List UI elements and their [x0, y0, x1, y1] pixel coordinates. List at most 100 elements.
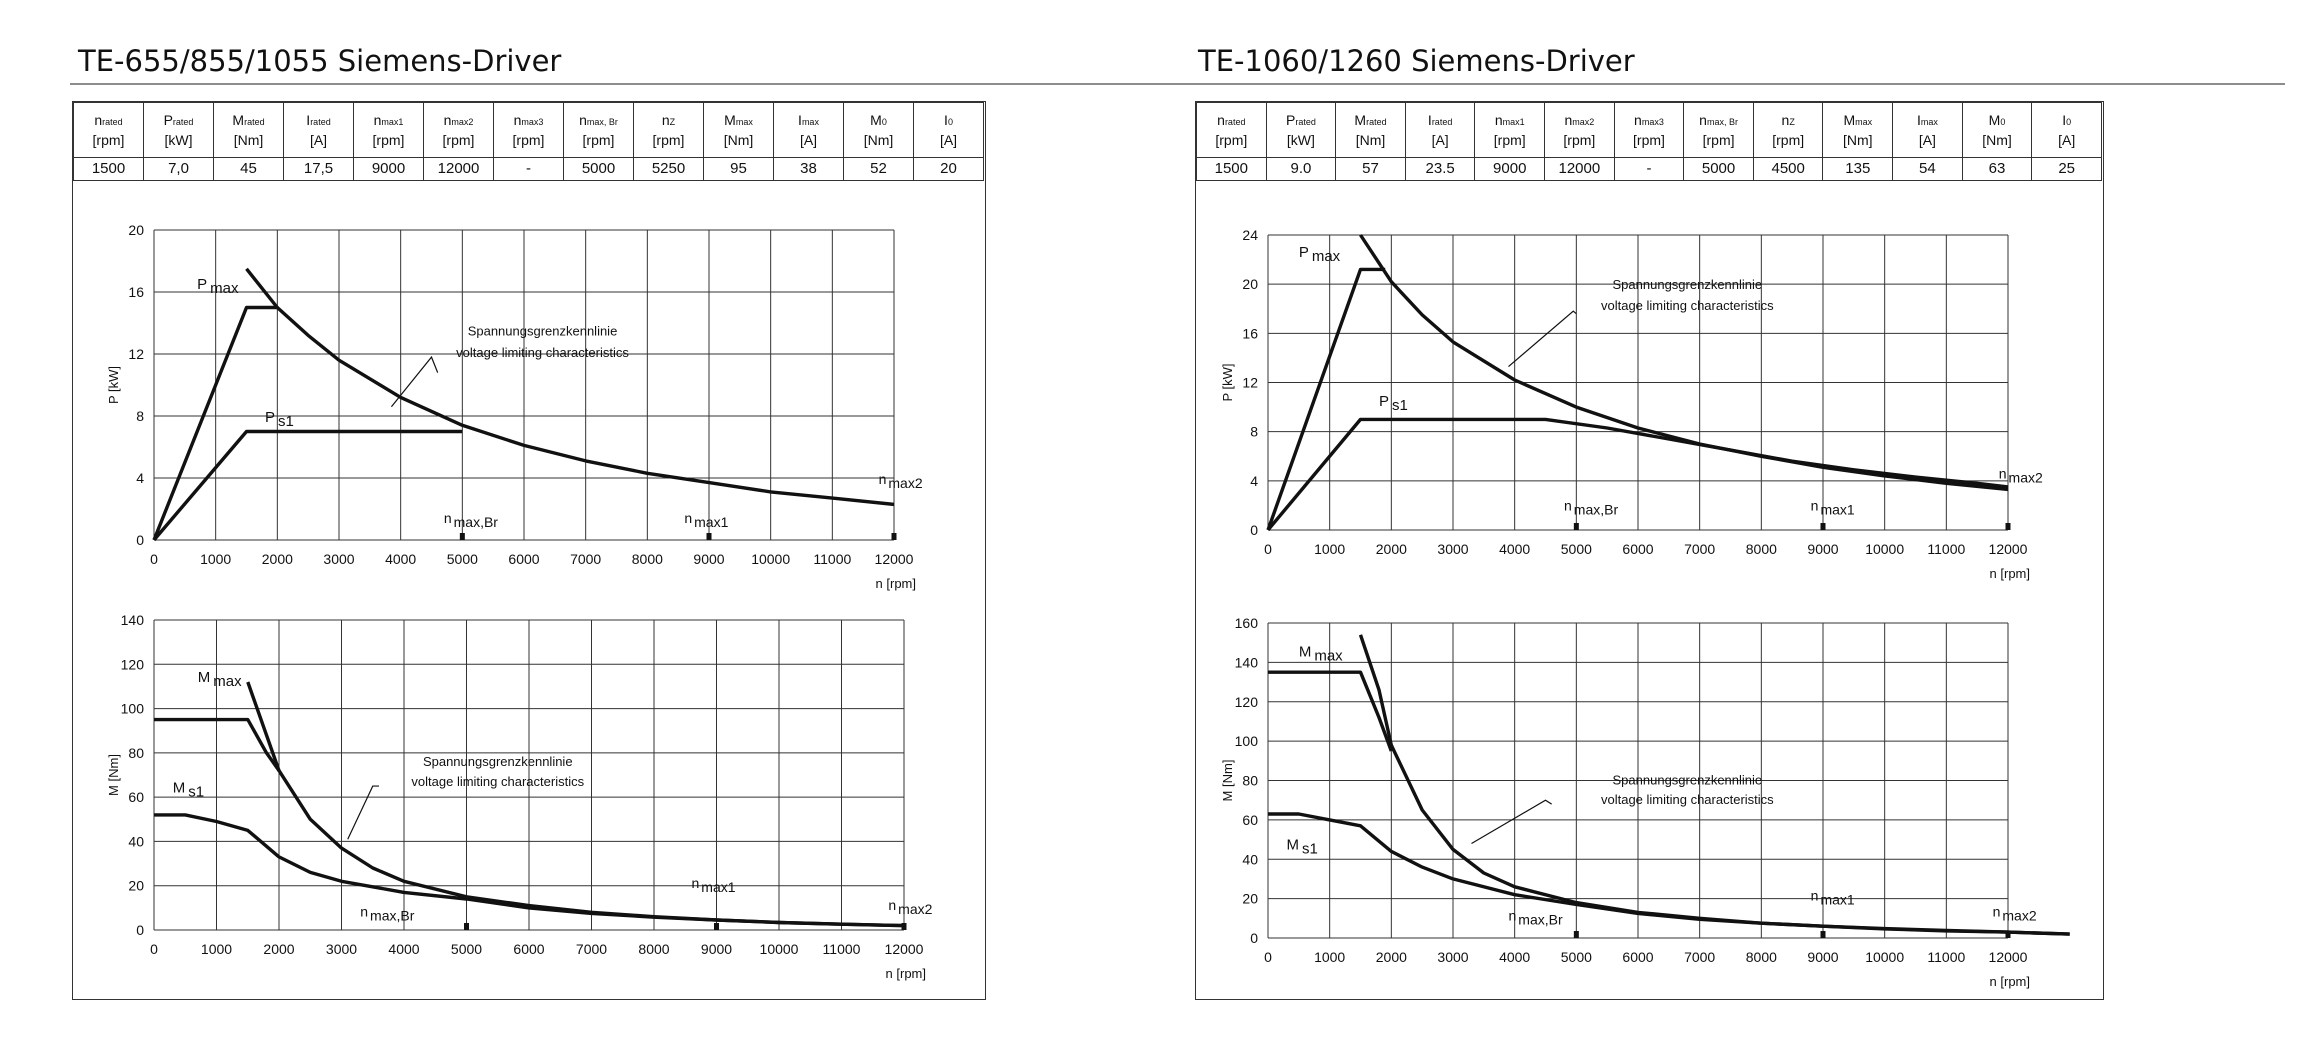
- x-tick-label: 4000: [1499, 541, 1530, 557]
- spec-value-cell: 1500: [1196, 157, 1267, 181]
- spec-header-symbol: I: [798, 111, 802, 128]
- series-label-symbol: M: [173, 780, 186, 797]
- series-line-m-max: [1268, 670, 1393, 752]
- rpm-limit-label: n max1: [684, 510, 728, 530]
- spec-header-unit: [Nm]: [863, 132, 894, 148]
- spec-header-symbol: n: [661, 111, 670, 128]
- spec-header-subscript: rated: [1295, 116, 1316, 127]
- spec-header-subscript: Z: [1789, 116, 1795, 127]
- spec-header-unit: [rpm]: [1633, 132, 1665, 148]
- rpm-limit-marker: [1820, 931, 1826, 938]
- spec-header-subscript: max2: [1572, 116, 1595, 127]
- annotation-voltage-limit-de: Spannungsgrenzkennlinie: [1613, 277, 1763, 292]
- rpm-limit-marker: [464, 923, 469, 930]
- title-rule: [70, 83, 1160, 85]
- x-tick-label: 2000: [1376, 949, 1407, 965]
- spec-header-symbol: I: [306, 111, 311, 128]
- y-tick-label: 120: [121, 656, 145, 672]
- series-line-p-max: [152, 305, 278, 541]
- x-tick-label: 9000: [1807, 949, 1838, 965]
- spec-header-unit: [A]: [1431, 132, 1449, 148]
- y-tick-label: 160: [1235, 615, 1259, 631]
- spec-value-cell: 95: [703, 157, 774, 181]
- rpm-limit-symbol: n: [684, 510, 692, 526]
- y-tick-label: 16: [128, 284, 144, 300]
- rpm-limit-subscript: max1: [701, 879, 735, 895]
- rpm-limit-marker: [1573, 523, 1579, 530]
- spec-table-te1060: nrated [rpm] Prated [kW] Mrated [Nm] Irated [A]…: [1196, 102, 2102, 181]
- y-tick-label: 4: [1250, 473, 1258, 489]
- y-tick-label: 40: [128, 833, 144, 849]
- spec-header-subscript: rated: [172, 116, 194, 127]
- annotation-leader-line: [347, 785, 379, 840]
- rpm-limit-marker: [2005, 523, 2011, 530]
- spec-value-cell: 7,0: [143, 157, 214, 181]
- spec-header-subscript: max: [735, 116, 753, 127]
- x-tick-label: 5000: [1561, 541, 1592, 557]
- y-axis-label: M [Nm]: [106, 754, 121, 796]
- series-label-subscript: s1: [278, 413, 294, 430]
- spec-header-cell: Prated [kW]: [143, 102, 214, 158]
- spec-header-cell: Mmax [Nm]: [1822, 102, 1894, 158]
- annotation-leader-line: [1471, 799, 1552, 845]
- annotation-voltage-limit-en: voltage limiting characteristics: [1601, 298, 1774, 313]
- rpm-limit-label: n max2: [879, 471, 923, 491]
- spec-header-cell: nmax, Br [rpm]: [1683, 102, 1754, 158]
- annotation-voltage-limit-en: voltage limiting characteristics: [456, 345, 629, 360]
- y-axis-label: M [Nm]: [1220, 760, 1235, 802]
- spec-header-cell: M0 [Nm]: [843, 102, 914, 158]
- x-axis-label: n [rpm]: [876, 576, 916, 591]
- x-tick-label: 5000: [1561, 949, 1592, 965]
- x-tick-label: 10000: [1865, 949, 1904, 965]
- series-line-spannungsgrenzkennlinie-voltage: [1358, 634, 2070, 936]
- rpm-limit-subscript: max2: [2002, 907, 2036, 923]
- x-tick-label: 2000: [263, 941, 294, 957]
- torque-chart-te1060: 0 1000 2000 3000 4000 5000 6000 7000 8000 9000 100…: [1220, 615, 2070, 989]
- spec-header-cell: Imax [A]: [773, 102, 844, 158]
- rpm-limit-subscript: max2: [888, 475, 922, 491]
- series-label-subscript: s1: [1302, 840, 1318, 857]
- annotation-voltage-limit-de: Spannungsgrenzkennlinie: [468, 323, 618, 338]
- spec-header-cell: Imax [A]: [1892, 102, 1963, 158]
- y-tick-label: 60: [128, 789, 144, 805]
- y-tick-label: 0: [136, 922, 144, 938]
- spec-value-cell: -: [493, 157, 564, 181]
- spec-header-symbol: n: [513, 111, 522, 128]
- y-tick-label: 8: [136, 408, 144, 424]
- spec-value-cell: 63: [1961, 157, 2033, 181]
- x-tick-label: 0: [1264, 949, 1272, 965]
- spec-value-cell: 52: [843, 157, 914, 181]
- x-tick-label: 8000: [638, 941, 669, 957]
- spec-header-subscript: max3: [1641, 116, 1664, 127]
- x-tick-label: 9000: [693, 551, 724, 567]
- series-line-p-max: [1266, 267, 1386, 531]
- spec-header-subscript: max2: [451, 116, 474, 127]
- y-tick-label: 40: [1242, 851, 1258, 867]
- spec-header-symbol: I: [2062, 111, 2067, 128]
- x-tick-label: 1000: [1314, 541, 1345, 557]
- spec-value-cell: 1500: [73, 157, 144, 181]
- spec-header-unit: [rpm]: [512, 132, 545, 148]
- spec-header-unit: [A]: [799, 132, 818, 148]
- spec-header-cell: Irated [A]: [283, 102, 354, 158]
- spec-header-unit: [rpm]: [582, 132, 615, 148]
- spec-header-unit: [kW]: [164, 132, 193, 148]
- spec-header-subscript: max, Br: [586, 116, 618, 127]
- spec-header-subscript: rated: [1224, 116, 1246, 127]
- spec-header-subscript: max, Br: [1706, 116, 1738, 127]
- spec-value-cell: 135: [1822, 157, 1894, 181]
- series-label-symbol: P: [265, 409, 275, 426]
- x-tick-label: 6000: [508, 551, 539, 567]
- series-label-symbol: P: [1379, 393, 1389, 410]
- spec-header-unit: [rpm]: [372, 132, 405, 148]
- spec-header-subscript: rated: [102, 116, 123, 127]
- y-tick-label: 100: [121, 701, 145, 717]
- spec-header-symbol: I: [1427, 111, 1432, 128]
- series-label-symbol: M: [1287, 836, 1300, 853]
- rpm-limit-marker: [714, 923, 719, 930]
- rpm-limit-label: n max2: [888, 897, 932, 917]
- spec-header-cell: nmax1 [rpm]: [353, 102, 424, 158]
- spec-value-cell: 17,5: [283, 157, 354, 181]
- series-label-subscript: max: [213, 673, 242, 690]
